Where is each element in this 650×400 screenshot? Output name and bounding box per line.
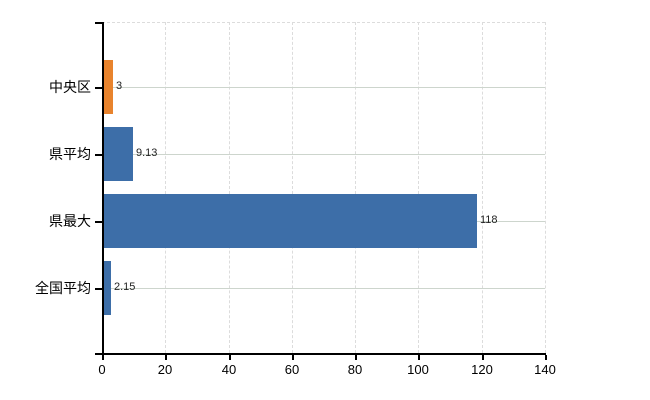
category-label: 全国平均 <box>35 280 91 296</box>
y-axis-end-tick <box>95 22 102 24</box>
bar-value-label: 9.13 <box>136 147 158 159</box>
x-tick-label: 0 <box>98 362 106 377</box>
bar-value-label: 3 <box>116 80 123 92</box>
category-label: 県平均 <box>49 146 91 162</box>
bar <box>104 127 133 181</box>
category-label: 県最大 <box>49 213 91 229</box>
gridline-vertical <box>355 22 356 353</box>
gridline-horizontal <box>103 288 545 289</box>
x-tick-label: 100 <box>407 362 429 377</box>
gridline-horizontal <box>103 154 545 155</box>
x-tick-label: 40 <box>221 362 237 377</box>
x-axis-tick <box>418 355 420 360</box>
x-axis-tick <box>292 355 294 360</box>
x-tick-label: 80 <box>347 362 363 377</box>
x-tick-label: 140 <box>534 362 556 377</box>
gridline-vertical <box>165 22 166 353</box>
x-axis-tick <box>165 355 167 360</box>
x-axis-line <box>102 353 546 355</box>
x-tick-label: 20 <box>157 362 173 377</box>
category-label: 中央区 <box>49 79 91 95</box>
plot-top-border <box>102 22 545 23</box>
gridline-vertical <box>418 22 419 353</box>
y-axis-tick <box>95 87 102 89</box>
x-axis-tick <box>102 355 104 360</box>
x-tick-label: 120 <box>471 362 493 377</box>
bar <box>104 60 113 114</box>
gridline-horizontal <box>103 87 545 88</box>
x-axis-tick <box>482 355 484 360</box>
y-axis-end-tick <box>95 353 102 355</box>
x-tick-label: 60 <box>284 362 300 377</box>
y-axis-line <box>102 22 104 355</box>
y-axis-tick <box>95 154 102 156</box>
y-axis-tick <box>95 288 102 290</box>
bar <box>104 194 477 248</box>
gridline-vertical <box>482 22 483 353</box>
x-axis-tick <box>545 355 547 360</box>
y-axis-tick <box>95 221 102 223</box>
gridline-vertical <box>545 22 546 353</box>
bar-value-label: 2.15 <box>114 281 136 293</box>
x-axis-tick <box>229 355 231 360</box>
x-axis-tick <box>355 355 357 360</box>
bar-value-label: 118 <box>480 214 498 226</box>
gridline-vertical <box>229 22 230 353</box>
gridline-vertical <box>292 22 293 353</box>
bar <box>104 261 111 315</box>
